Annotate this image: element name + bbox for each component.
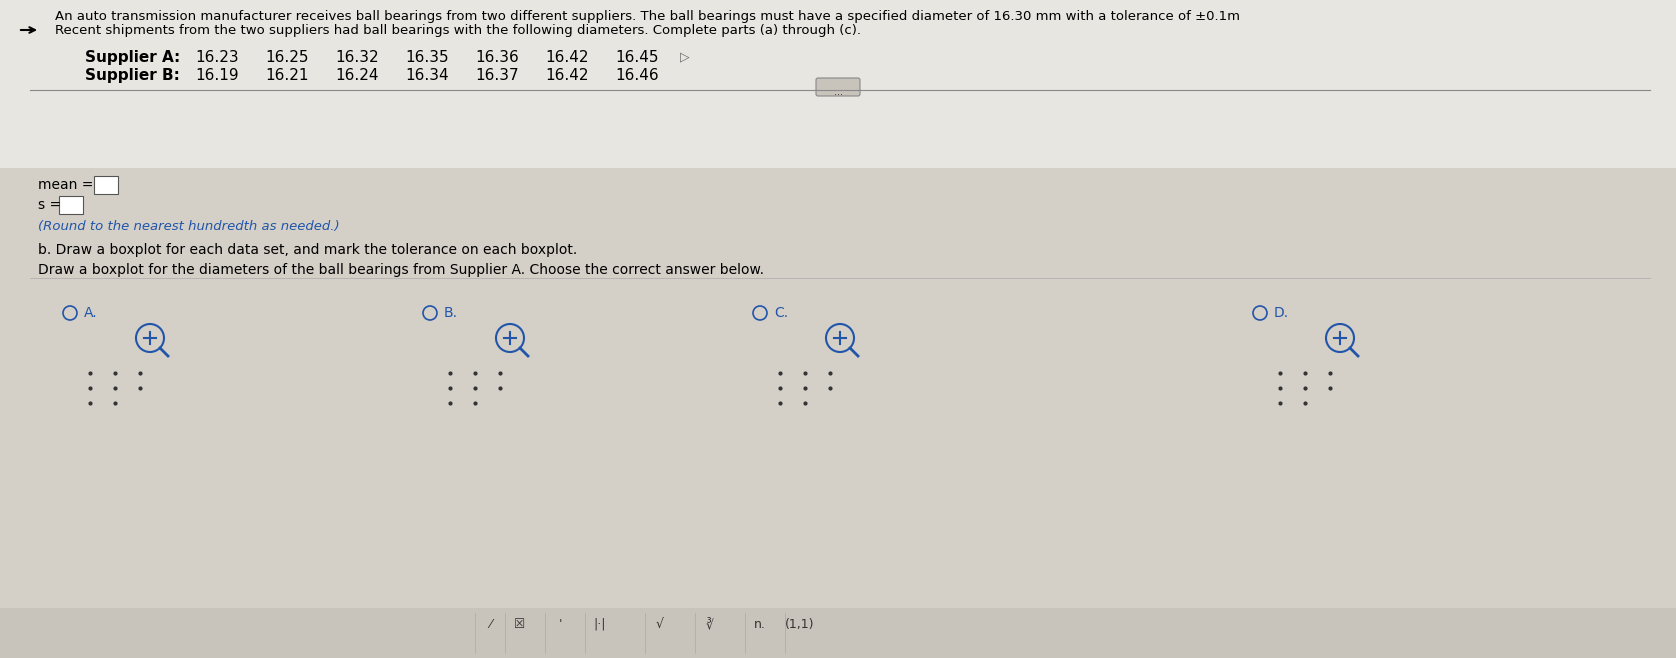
FancyBboxPatch shape [94, 176, 117, 194]
Text: B.: B. [444, 306, 458, 320]
Text: 16.34: 16.34 [406, 68, 449, 83]
Text: 16.45: 16.45 [615, 50, 659, 65]
Text: √: √ [655, 618, 664, 631]
Text: s =: s = [39, 198, 60, 212]
Text: C.: C. [774, 306, 788, 320]
Text: 16.46: 16.46 [615, 68, 659, 83]
Text: 16.37: 16.37 [474, 68, 518, 83]
FancyBboxPatch shape [0, 608, 1676, 658]
FancyBboxPatch shape [816, 78, 860, 96]
Text: ...: ... [833, 87, 843, 97]
Text: 16.42: 16.42 [545, 68, 588, 83]
Text: 16.42: 16.42 [545, 50, 588, 65]
Text: 16.19: 16.19 [194, 68, 238, 83]
Text: 16.35: 16.35 [406, 50, 449, 65]
Text: 16.23: 16.23 [194, 50, 238, 65]
FancyBboxPatch shape [59, 196, 84, 214]
Text: n.: n. [754, 618, 766, 631]
Text: Draw a boxplot for the diameters of the ball bearings from Supplier A. Choose th: Draw a boxplot for the diameters of the … [39, 263, 764, 277]
Text: |·|: |·| [593, 618, 607, 631]
Text: mean =: mean = [39, 178, 94, 192]
Text: (1,1): (1,1) [786, 618, 815, 631]
Text: Recent shipments from the two suppliers had ball bearings with the following dia: Recent shipments from the two suppliers … [55, 24, 861, 37]
Text: ': ' [558, 618, 561, 631]
FancyBboxPatch shape [0, 0, 1676, 168]
Text: Supplier B:: Supplier B: [85, 68, 179, 83]
Text: 16.36: 16.36 [474, 50, 520, 65]
Text: 16.25: 16.25 [265, 50, 308, 65]
FancyBboxPatch shape [0, 168, 1676, 658]
Text: (Round to the nearest hundredth as needed.): (Round to the nearest hundredth as neede… [39, 220, 340, 233]
Text: ☒: ☒ [515, 618, 526, 631]
Text: b. Draw a boxplot for each data set, and mark the tolerance on each boxplot.: b. Draw a boxplot for each data set, and… [39, 243, 577, 257]
Text: D.: D. [1274, 306, 1289, 320]
Text: An auto transmission manufacturer receives ball bearings from two different supp: An auto transmission manufacturer receiv… [55, 10, 1240, 23]
Text: ⁄: ⁄ [489, 618, 491, 631]
Text: 16.24: 16.24 [335, 68, 379, 83]
Text: ▷: ▷ [680, 50, 689, 63]
Text: 16.32: 16.32 [335, 50, 379, 65]
Text: ∛: ∛ [706, 618, 714, 631]
Text: A.: A. [84, 306, 97, 320]
Text: Supplier A:: Supplier A: [85, 50, 181, 65]
Text: 16.21: 16.21 [265, 68, 308, 83]
